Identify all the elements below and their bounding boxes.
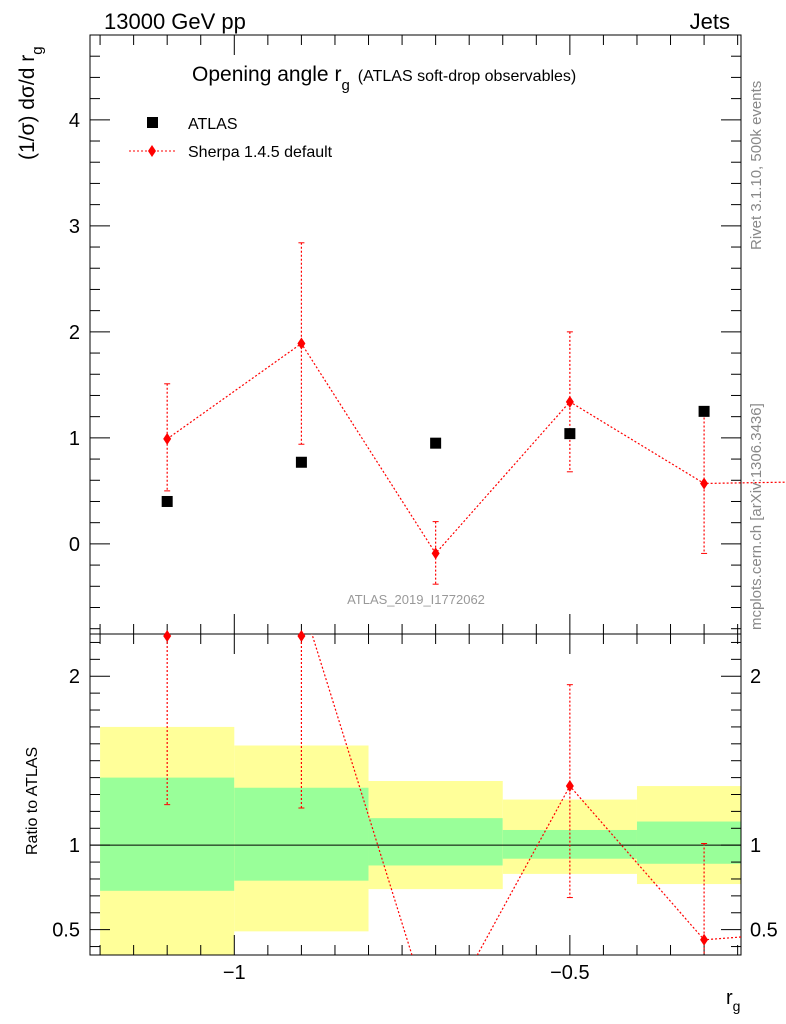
ratio-ytick-label-left: 0.5 (52, 920, 80, 942)
ratio-ytick-label-right: 2 (750, 666, 761, 688)
sherpa-point (297, 337, 306, 350)
plot-title-sub: g (341, 77, 349, 94)
process-label: 13000 GeV pp (104, 9, 246, 34)
ratio-point-offscale (163, 630, 172, 642)
legend-atlas-marker (147, 117, 158, 128)
main-ylabel-sub: g (29, 46, 46, 54)
ratio-uncertainty-bands (100, 726, 741, 955)
legend-atlas-label: ATLAS (188, 116, 238, 133)
category-label: Jets (690, 9, 730, 34)
axis-ticks: 0 1 2 3 4 0.5 0.5 1 1 2 2 −1 −0.5 (52, 34, 778, 984)
sherpa-line (166, 342, 786, 555)
xlabel: rg (726, 987, 740, 1014)
atlas-point (295, 456, 307, 468)
sherpa-point (163, 432, 172, 445)
side-mcplots-label: mcplots.cern.ch [arXiv:1306.3436] (748, 403, 765, 630)
atlas-point (698, 405, 710, 417)
sherpa-point (431, 547, 440, 560)
ratio-sherpa-line (311, 634, 741, 955)
atlas-point (430, 437, 442, 449)
ratio-ytick-label-left: 2 (69, 666, 80, 688)
ratio-ytick-label-right: 0.5 (750, 920, 778, 942)
plot-title: Opening angle rg (ATLAS soft-drop observa… (192, 63, 576, 94)
analysis-label: ATLAS_2019_I1772062 (347, 592, 485, 607)
ratio-ylabel: Ratio to ATLAS (24, 747, 41, 855)
xtick-label: −0.5 (550, 962, 589, 984)
sherpa-point (700, 477, 709, 490)
atlas-point (161, 495, 173, 507)
xlabel-text: r (726, 987, 733, 1009)
legend-sherpa-marker (148, 145, 156, 157)
data-marks (161, 242, 786, 955)
main-ytick-label: 2 (69, 322, 80, 344)
plot-title-main: Opening angle r (192, 63, 341, 86)
main-ylabel-text: (1/σ) dσ/d r (16, 55, 39, 160)
ratio-ytick-label-left: 1 (69, 835, 80, 857)
xlabel-sub: g (733, 998, 741, 1014)
ratio-ytick-label-right: 1 (750, 835, 761, 857)
ratio-point (700, 933, 709, 946)
legend-sherpa-label: Sherpa 1.4.5 default (188, 144, 333, 161)
plot-title-suffix: (ATLAS soft-drop observables) (358, 68, 576, 85)
ratio-point (565, 780, 574, 793)
ratio-band-inner (100, 777, 235, 891)
main-ytick-label: 1 (69, 428, 80, 450)
main-ytick-label: 4 (69, 110, 80, 132)
ratio-band-inner (234, 787, 369, 881)
sherpa-point (565, 395, 574, 408)
main-ytick-label: 0 (69, 534, 80, 556)
atlas-point (564, 428, 576, 440)
main-ylabel: (1/σ) dσ/d rg (16, 46, 46, 160)
side-rivet-label: Rivet 3.1.10, 500k events (748, 81, 765, 250)
xtick-label: −1 (223, 962, 246, 984)
ratio-point-offscale (297, 630, 306, 642)
ratio-band-inner (636, 821, 741, 864)
ratio-band-inner (368, 818, 503, 866)
main-ytick-label: 3 (69, 216, 80, 238)
